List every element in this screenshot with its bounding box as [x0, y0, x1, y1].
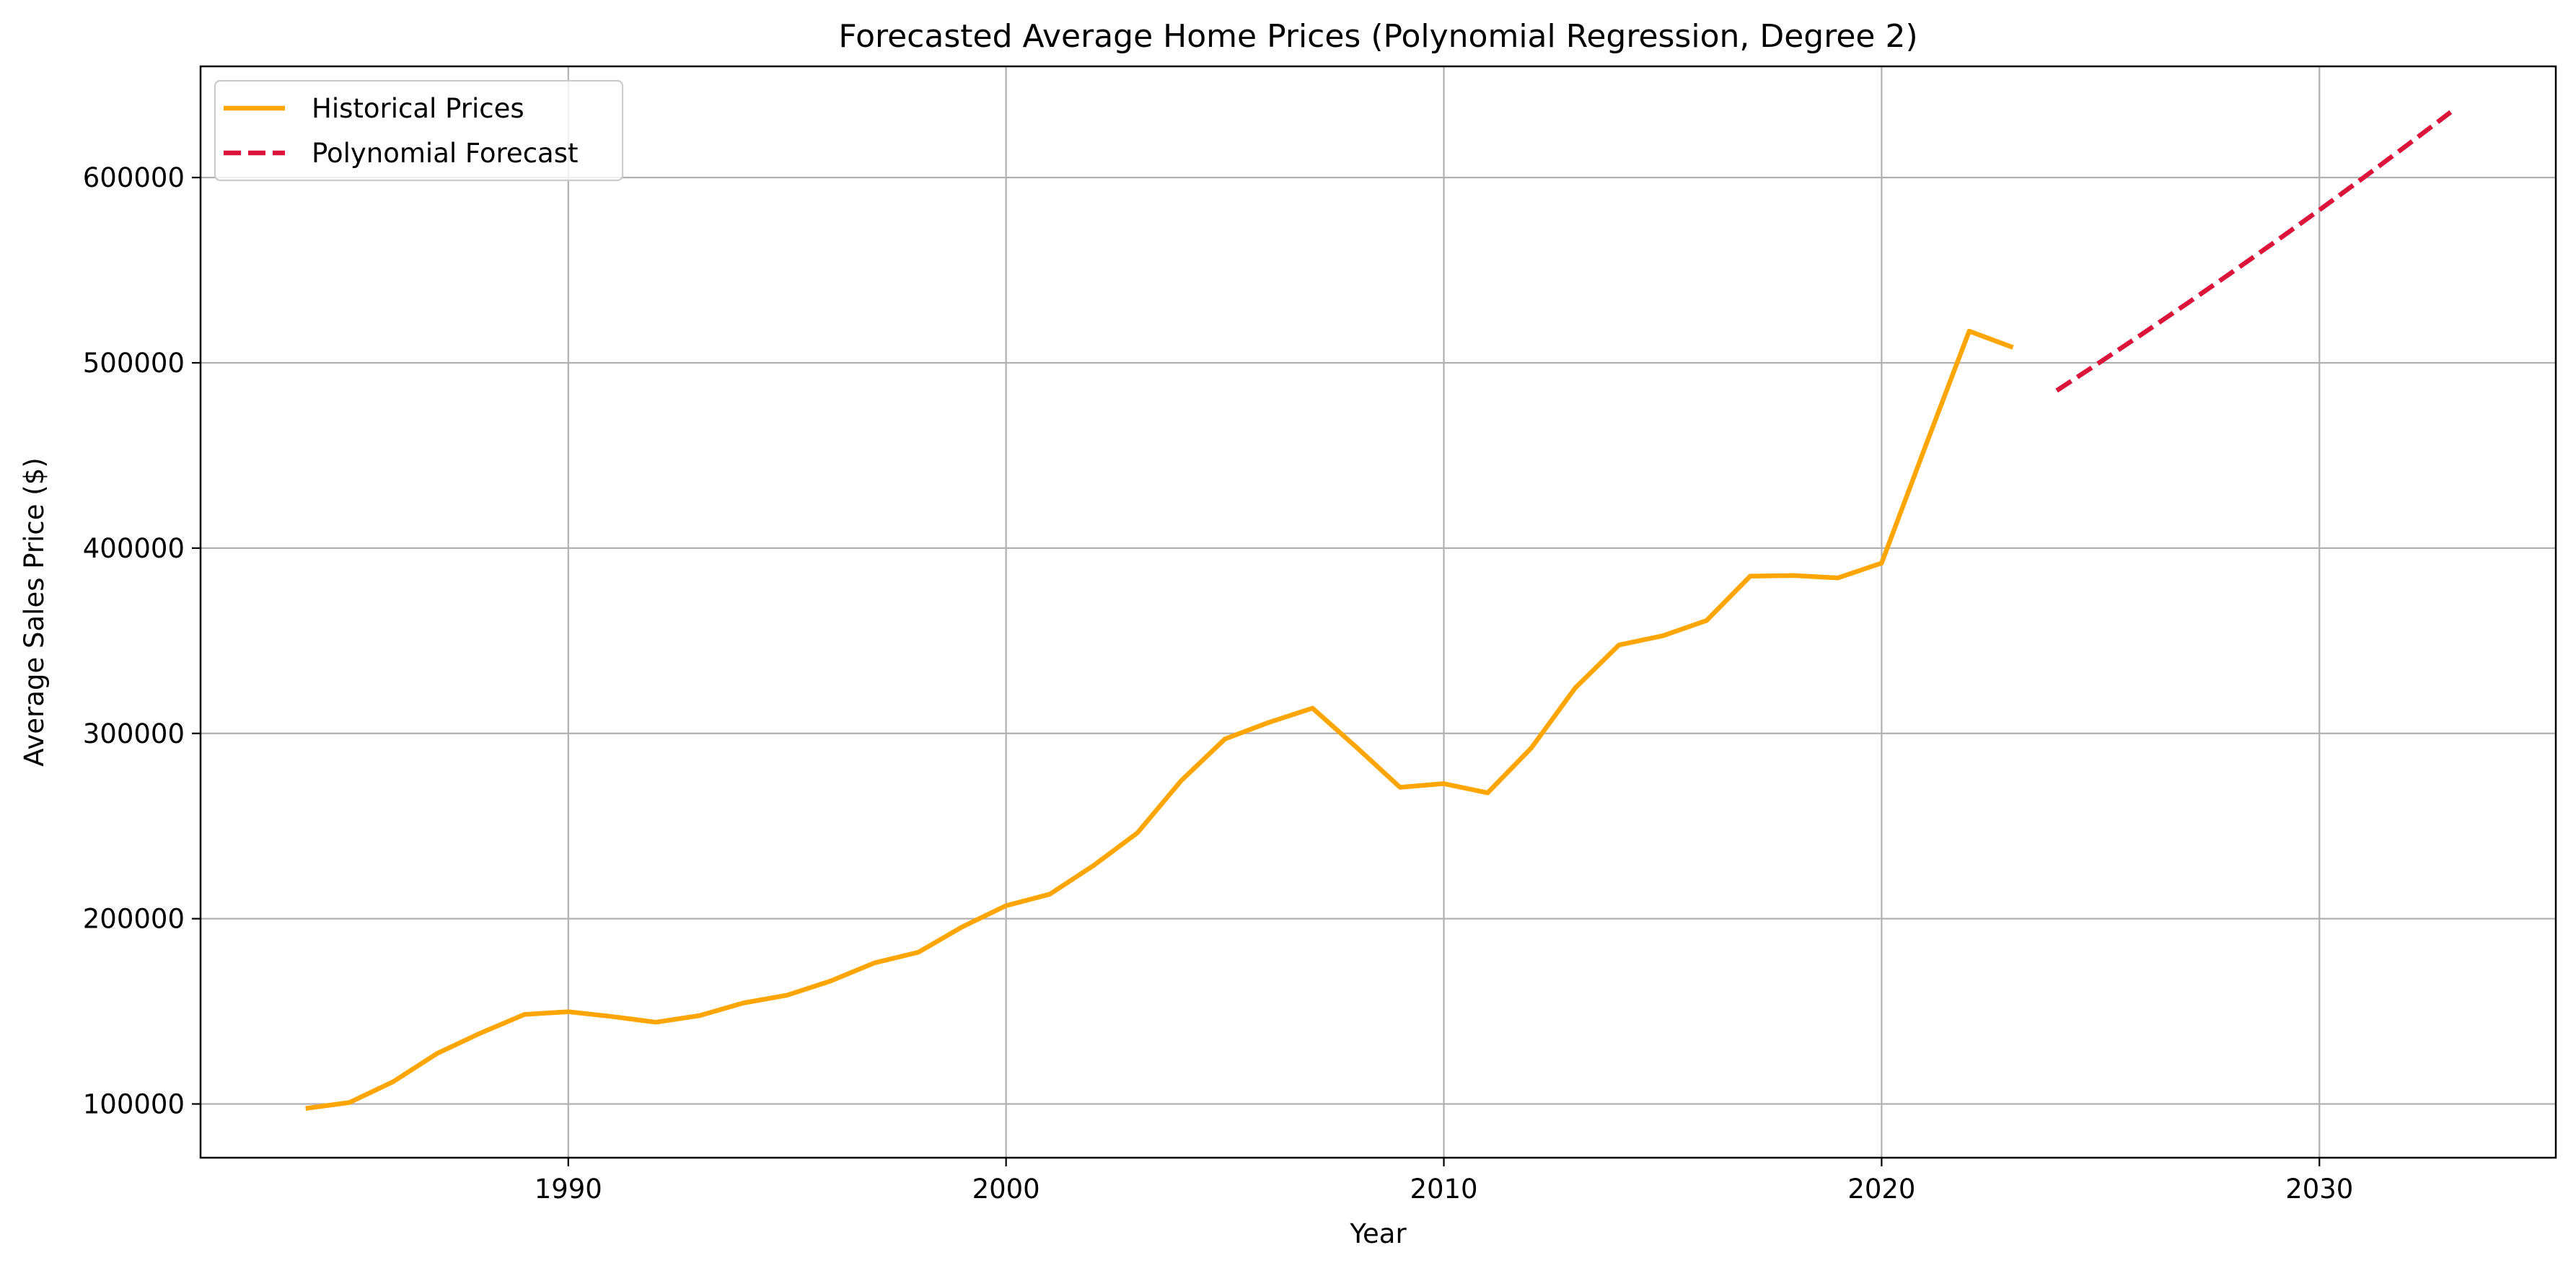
- x-tick-label: 2000: [972, 1174, 1040, 1205]
- x-axis: 1990 2000 2010 2020 2030: [535, 1158, 2353, 1205]
- legend-box: [214, 79, 624, 182]
- legend-label-historical-prices: Historical Prices: [312, 93, 524, 124]
- series-line-historical-prices: [305, 328, 2014, 1111]
- y-axis: 100000 200000 300000 400000 500000 600000: [83, 162, 201, 1120]
- x-tick-label: 1990: [535, 1174, 602, 1205]
- legend: Historical Prices Polynomial Forecast: [214, 79, 624, 182]
- series-group: [305, 110, 2453, 1111]
- y-tick-label: 200000: [83, 904, 185, 935]
- x-axis-label: Year: [1349, 1218, 1407, 1249]
- plot-frame: [199, 65, 2557, 1159]
- y-tick-label: 300000: [83, 718, 185, 749]
- y-axis-label: Average Sales Price ($): [19, 457, 50, 766]
- chart-title: Forecasted Average Home Prices (Polynomi…: [838, 18, 1917, 55]
- y-tick-label: 400000: [83, 533, 185, 564]
- y-tick-label: 500000: [83, 348, 185, 379]
- legend-label-polynomial-forecast: Polynomial Forecast: [312, 138, 579, 169]
- x-tick-label: 2030: [2285, 1174, 2353, 1205]
- series-line-polynomial-forecast: [2055, 110, 2453, 393]
- x-tick-label: 2020: [1847, 1174, 1915, 1205]
- y-tick-label: 100000: [83, 1089, 185, 1120]
- x-tick-label: 2010: [1410, 1174, 1477, 1205]
- y-tick-label: 600000: [83, 162, 185, 193]
